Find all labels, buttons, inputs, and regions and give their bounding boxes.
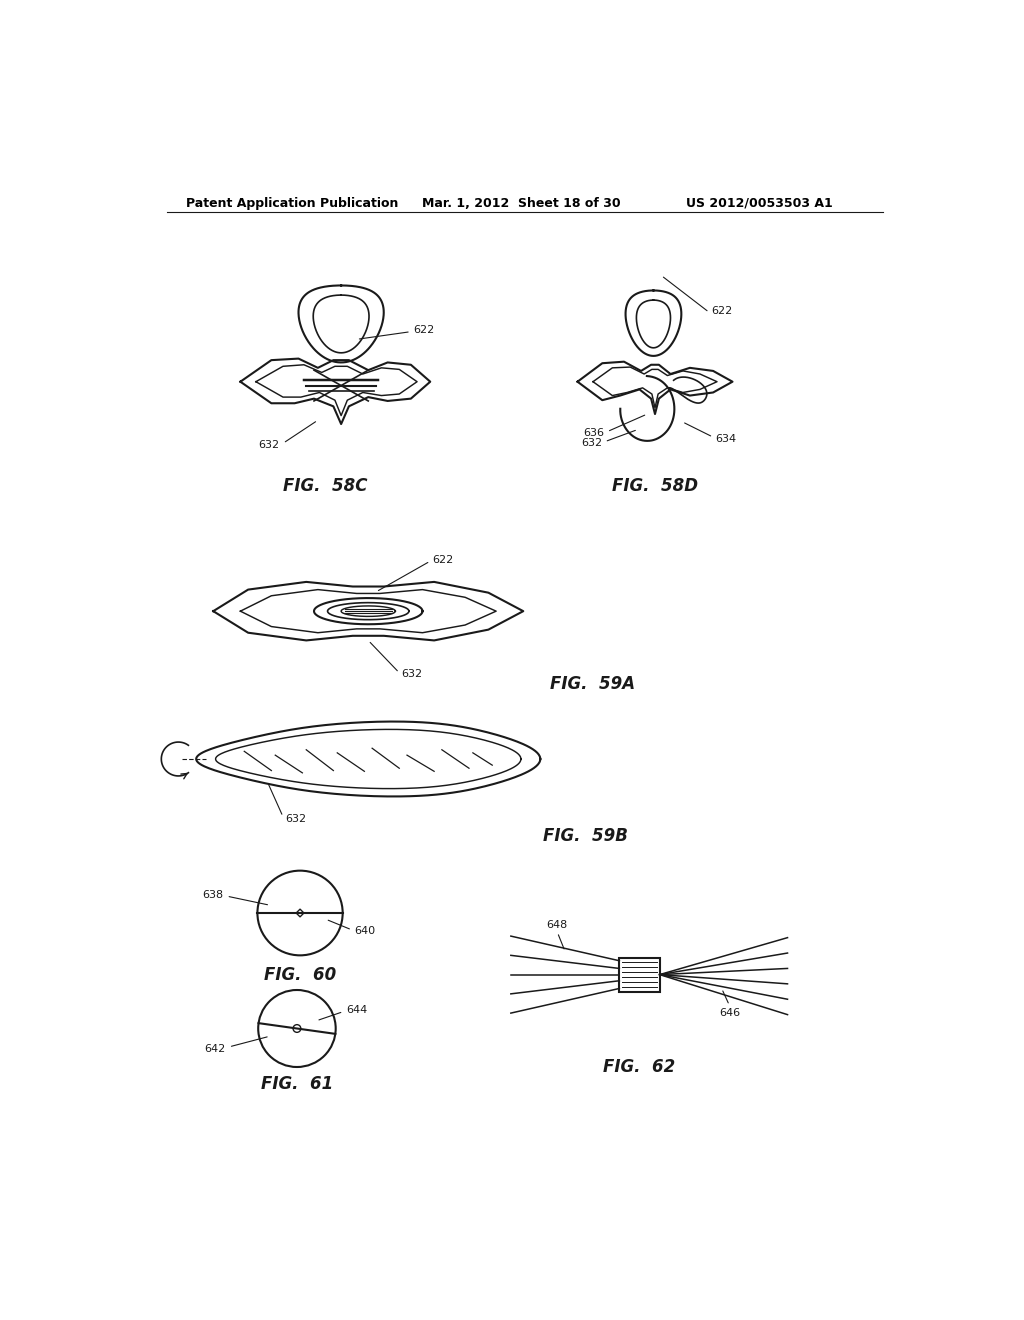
Text: 632: 632 [286, 814, 306, 824]
Text: 648: 648 [547, 920, 568, 929]
Text: 634: 634 [716, 434, 736, 444]
Text: 646: 646 [719, 1007, 740, 1018]
Text: FIG.  62: FIG. 62 [603, 1059, 676, 1076]
Text: FIG.  60: FIG. 60 [264, 966, 336, 983]
Text: FIG.  59B: FIG. 59B [543, 828, 628, 845]
Text: 622: 622 [712, 306, 733, 315]
Text: 632: 632 [582, 438, 602, 449]
Text: 640: 640 [354, 927, 376, 936]
Bar [620, 958, 659, 993]
Text: FIG.  58C: FIG. 58C [284, 477, 368, 495]
Text: 644: 644 [346, 1005, 367, 1015]
Text: Mar. 1, 2012  Sheet 18 of 30: Mar. 1, 2012 Sheet 18 of 30 [423, 197, 622, 210]
Text: 632: 632 [258, 440, 280, 450]
Text: 636: 636 [584, 428, 604, 437]
Text: US 2012/0053503 A1: US 2012/0053503 A1 [686, 197, 833, 210]
Text: 632: 632 [401, 669, 423, 680]
Text: 622: 622 [432, 554, 454, 565]
Text: FIG.  59A: FIG. 59A [551, 676, 636, 693]
Text: Patent Application Publication: Patent Application Publication [186, 197, 398, 210]
Text: 638: 638 [202, 890, 223, 899]
Text: FIG.  58D: FIG. 58D [612, 477, 698, 495]
Text: 622: 622 [414, 325, 434, 335]
Text: FIG.  61: FIG. 61 [261, 1074, 333, 1093]
Text: 642: 642 [205, 1044, 225, 1053]
